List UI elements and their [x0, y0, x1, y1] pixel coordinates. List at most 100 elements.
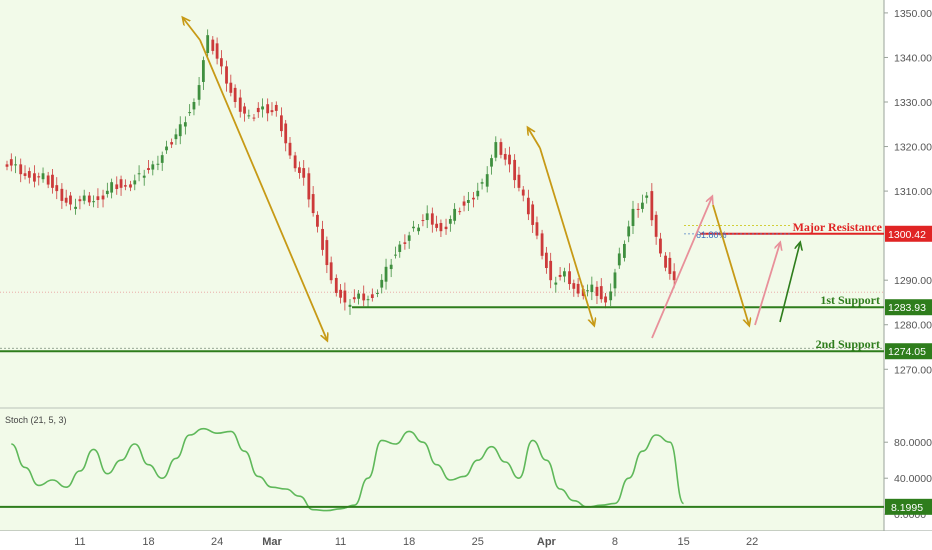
candle-body: [311, 194, 315, 214]
candle-body: [654, 214, 658, 237]
candle-body: [503, 153, 507, 160]
candle-body: [19, 164, 23, 175]
candle-body: [261, 106, 264, 110]
time-tick-label: 15: [677, 536, 689, 548]
candle-body: [599, 286, 603, 300]
candle-body: [201, 60, 205, 82]
candle-body: [490, 158, 493, 167]
candle-body: [293, 155, 297, 169]
candle-body: [192, 102, 196, 110]
candle-body: [394, 254, 397, 256]
candle-body: [672, 271, 676, 281]
candle-body: [531, 204, 535, 225]
candle-body: [526, 197, 530, 215]
candle-body: [412, 226, 415, 229]
candle-body: [225, 66, 228, 84]
candle-body: [37, 176, 41, 178]
arrow-line: [199, 39, 327, 340]
candle-body: [288, 142, 292, 156]
candle-body: [142, 175, 146, 178]
candle-body: [645, 195, 649, 198]
time-tick-label: 11: [74, 536, 85, 548]
time-tick-label: 8: [612, 536, 618, 548]
candle-body: [64, 197, 68, 203]
candle-body: [96, 196, 100, 200]
candle-body: [266, 104, 270, 114]
candle-body: [270, 110, 274, 113]
candle-body: [74, 206, 77, 209]
price-tick-label: 1270.00: [894, 364, 932, 376]
candle-body: [590, 284, 594, 293]
candle-body: [78, 199, 82, 202]
stoch-level-value: 8.1995: [891, 502, 923, 514]
candle-body: [448, 219, 452, 224]
price-tick-label: 1330.00: [894, 97, 932, 109]
candle-body: [229, 82, 233, 93]
candle-body: [362, 293, 366, 301]
candle-body: [170, 142, 174, 145]
candle-body: [92, 201, 96, 203]
candle-body: [298, 167, 301, 173]
candle-body: [398, 244, 402, 252]
level-value-badge: [885, 299, 932, 316]
candle-body: [115, 184, 119, 190]
price-tick-label: 1280.00: [894, 320, 932, 332]
candle-body: [485, 174, 489, 187]
candle-body: [540, 233, 544, 256]
candle-body: [82, 195, 86, 201]
candle-body: [183, 122, 187, 127]
candle-body: [280, 115, 283, 132]
candle-body: [417, 227, 420, 232]
candle-body: [9, 159, 13, 166]
candle-body: [41, 173, 45, 180]
candle-body: [444, 226, 448, 230]
candle-body: [178, 124, 182, 137]
candle-body: [137, 173, 141, 175]
candle-body: [517, 174, 521, 188]
candle-body: [33, 173, 36, 182]
time-tick-label: 25: [472, 536, 484, 548]
candle-body: [636, 208, 640, 210]
candle-body: [5, 164, 9, 167]
candle-body: [123, 185, 127, 187]
candle-body: [370, 294, 374, 298]
arrow-line: [712, 204, 749, 325]
candle-body: [521, 189, 525, 196]
fib-label: 61.80%: [696, 230, 727, 240]
candle-body: [174, 134, 178, 140]
candle-body: [151, 164, 155, 170]
candle-body: [453, 208, 457, 221]
candle-body: [664, 255, 667, 268]
candle-body: [389, 264, 393, 270]
candle-body: [188, 112, 192, 114]
price-tick-label: 1320.00: [894, 142, 932, 154]
candle-body: [403, 242, 407, 244]
candle-body: [69, 195, 72, 205]
candle-body: [252, 117, 256, 119]
level-value-label: 1274.05: [888, 346, 926, 358]
level-value-label: 1283.93: [888, 302, 926, 314]
candle-body: [554, 282, 558, 285]
candle-body: [623, 243, 626, 258]
arrow-line: [651, 197, 712, 339]
candle-body: [220, 58, 223, 67]
arrow-line: [779, 243, 800, 323]
time-tick-label: Apr: [537, 536, 557, 548]
candle-body: [466, 200, 470, 203]
candle-body: [609, 291, 613, 301]
level-value-badge: [885, 225, 932, 242]
level-value-label: 1300.42: [888, 229, 926, 241]
candle-body: [160, 155, 164, 163]
candle-body: [627, 226, 631, 237]
candle-body: [357, 293, 360, 299]
candle-body: [494, 142, 498, 158]
candle-body: [334, 277, 338, 293]
candle-body: [604, 296, 607, 303]
candle-body: [243, 106, 246, 114]
candle-body: [430, 213, 434, 225]
candle-body: [105, 190, 109, 195]
level-label: 2nd Support: [816, 337, 880, 351]
candle-body: [595, 286, 599, 296]
candle-body: [641, 202, 644, 209]
